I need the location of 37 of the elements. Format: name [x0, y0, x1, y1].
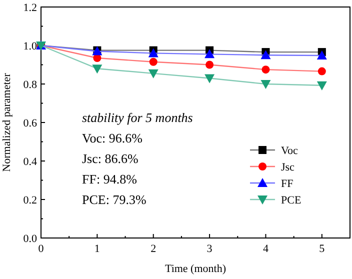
x-tick-label: 1 [94, 243, 100, 255]
point [148, 48, 158, 58]
annotation: Voc: 96.6% [82, 130, 143, 146]
y-tick-label: 0.0 [23, 233, 38, 245]
annotation: PCE: 79.3% [82, 192, 146, 207]
legend-label: FF [281, 178, 294, 190]
point [262, 66, 270, 74]
x-tick-label: 3 [206, 243, 213, 255]
point [316, 50, 327, 60]
point [206, 60, 214, 69]
point [148, 69, 158, 78]
y-tick-label: 1.2 [23, 2, 37, 14]
y-tick-label: 0.6 [23, 118, 38, 130]
point [318, 67, 326, 76]
x-tick-label: 2 [150, 243, 156, 255]
annotation: stability for 5 months [82, 110, 193, 125]
legend-label: PCE [281, 194, 302, 206]
x-axis-title: Time (month) [164, 263, 226, 275]
annotation: Jsc: 86.6% [82, 151, 138, 166]
x-tick-label: 4 [262, 243, 269, 255]
x-tick-label: 5 [319, 243, 326, 255]
point [260, 50, 271, 60]
y-axis-title: Normalized parameter [1, 72, 13, 172]
point [92, 64, 102, 74]
y-tick-label: 1.0 [23, 40, 38, 52]
y-tick-label: 0.4 [23, 156, 38, 168]
point [316, 81, 327, 90]
y-tick-label: 0.2 [23, 194, 37, 206]
point [204, 49, 215, 58]
point [204, 74, 215, 84]
point [260, 80, 271, 89]
point [149, 58, 158, 66]
legend-label: Voc [281, 145, 298, 157]
y-tick-label: 0.8 [23, 79, 38, 91]
x-tick-label: 0 [38, 243, 44, 255]
legend-label: Jsc [281, 162, 295, 174]
annotation: FF: 94.8% [82, 172, 138, 186]
